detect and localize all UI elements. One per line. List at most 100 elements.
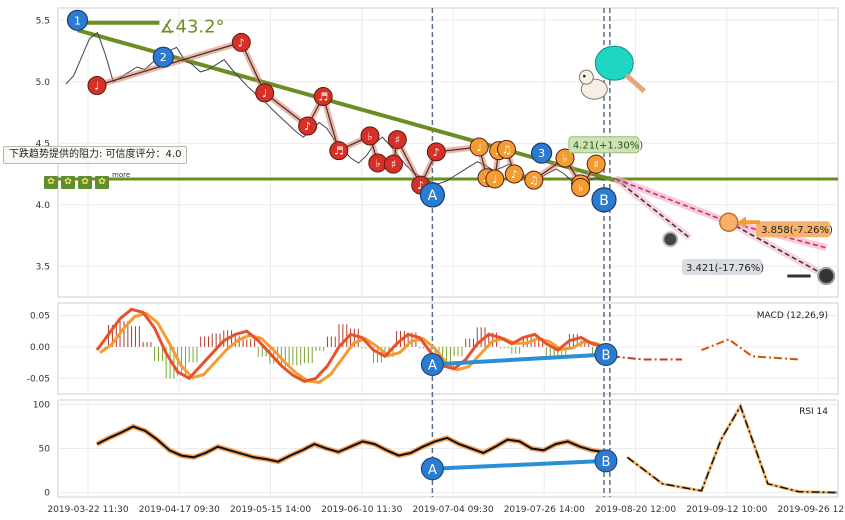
note-glyph: ♭	[562, 152, 567, 165]
note-badge-bg	[87, 75, 107, 95]
y-tick-label: 0	[44, 489, 50, 499]
note-badge-bg	[469, 137, 489, 157]
dog-eye	[583, 74, 586, 78]
note-badge: ♩	[485, 169, 505, 189]
rsi-divergence-line	[432, 458, 607, 471]
note-glyph: ♬	[334, 145, 344, 158]
price-panel: ∡43.2°♩♪♩♪♬♬♭♭♯♯♪♪♩♬♩♪♫♪♫♭♬♭♯123AB3.858(…	[58, 9, 838, 285]
wave-marker-circle	[530, 142, 553, 164]
current-price: 4.21(+1.30%)	[568, 136, 643, 154]
note-badge-bg	[485, 169, 505, 189]
wave-marker-b: B	[591, 187, 617, 213]
tooltip-icon-row: ✿ ✿ ✿ ✿more	[44, 169, 131, 189]
down-proj-2	[728, 221, 827, 277]
note-badge: ♯	[383, 154, 403, 174]
macd-projection-2	[701, 338, 800, 361]
wave-marker-circle	[66, 9, 89, 31]
current-price-label: 4.21(+1.30%)	[573, 141, 643, 152]
note-badge: ♭	[571, 178, 591, 198]
note-badge: ♫	[524, 170, 544, 190]
note-glyph: ♩	[492, 173, 497, 186]
note-badge: ♯	[387, 130, 407, 150]
note-badge: ♭	[360, 126, 380, 146]
rating-icon: ✿	[61, 176, 75, 189]
axis-ticks: 2019-03-22 11:30 2019-04-17 09:30 2019-05-…	[27, 16, 845, 515]
macd-marker-b: B	[594, 342, 618, 366]
note-badge-bg	[387, 130, 407, 150]
macd-marker-circle	[594, 342, 618, 366]
current-price-bg	[568, 136, 640, 154]
macd-marker-a: A	[420, 353, 444, 377]
note-glyph: ♫	[502, 143, 512, 156]
note-glyph: ♯	[391, 158, 396, 171]
rsi-projection	[626, 404, 839, 494]
wave-marker-label: 2	[160, 51, 167, 64]
mascot-decoration	[578, 45, 646, 100]
note-badge-bg	[298, 116, 318, 136]
y-tick-label: 5.0	[36, 78, 51, 88]
wave-marker-a: A	[419, 182, 445, 208]
note-glyph: ♫	[529, 174, 539, 187]
macd-marker-label: B	[601, 348, 610, 363]
rsi-marker-circle	[594, 449, 618, 473]
wave-marker-circle	[152, 46, 174, 68]
y-tick-label: 4.0	[36, 201, 51, 211]
wave-marker-label: A	[428, 188, 438, 204]
projection-end-marker	[662, 231, 679, 248]
note-badge: ♪	[426, 142, 446, 162]
macd-dea-line	[99, 311, 608, 384]
more-link[interactable]: more	[112, 171, 131, 179]
rsi-panel: AB	[95, 402, 839, 495]
dog-head	[578, 69, 594, 85]
down-proj-1-glow	[613, 176, 692, 241]
y-tick-label: 0.05	[30, 312, 50, 322]
note-glyph: ♪	[417, 179, 424, 192]
note-glyph: ♩	[262, 87, 267, 100]
x-tick-label: 2019-09-12 10:00	[686, 505, 767, 515]
note-badge: ♩	[469, 137, 489, 157]
note-badge: ♪	[231, 32, 251, 52]
macd-frame	[57, 302, 839, 395]
note-badge: ♩	[87, 75, 107, 95]
wave-marker-circle	[419, 182, 445, 208]
wave-marker-2: 2	[152, 46, 174, 68]
y-tick-label: 0.00	[30, 343, 50, 353]
note-badge: ♬	[313, 87, 333, 107]
note-glyph: ♯	[395, 134, 400, 147]
rsi-marker-label: B	[601, 455, 610, 470]
x-tick-label: 2019-08-20 12:00	[595, 505, 676, 515]
x-tick-label: 2019-05-15 14:00	[230, 505, 311, 515]
note-badge-bg	[504, 164, 524, 184]
note-badge-bg	[524, 170, 544, 190]
x-tick-label: 2019-03-22 11:30	[47, 505, 128, 515]
target-down-bg	[682, 258, 762, 275]
trend-angle-label: ∡43.2°	[159, 17, 224, 38]
rsi-line	[96, 425, 605, 463]
target-up-marker	[719, 212, 739, 232]
note-badge-bg	[255, 83, 275, 103]
note-badge: ♫	[497, 139, 516, 159]
macd-marker-label: A	[428, 359, 437, 374]
note-badge-bg	[426, 142, 446, 162]
note-badge: ♪	[298, 116, 318, 136]
note-badge: ♬	[329, 141, 349, 161]
note-glyph: ♭	[375, 157, 380, 170]
y-tick-label: 3.5	[36, 262, 50, 272]
macd-panel: AB	[95, 307, 800, 384]
x-tick-label: 2019-06-10 11:30	[321, 505, 402, 515]
note-badge-bg	[497, 139, 516, 159]
rating-icon: ✿	[44, 176, 58, 189]
target-up: 3.858(-7.26%)	[719, 212, 833, 238]
macd-dif-line	[95, 307, 605, 384]
wave-marker-circle	[591, 187, 617, 213]
wave-marker-1: 1	[66, 9, 89, 31]
target-down-label: 3.421(-17.76%)	[686, 263, 764, 274]
note-badge-bg	[329, 141, 349, 161]
wave-marker-3: 3	[530, 142, 553, 164]
note-glyph: ♩	[94, 79, 99, 92]
y-tick-label: 4.5	[36, 139, 50, 149]
macd-marker-circle	[420, 353, 444, 377]
wave-marker-label: 1	[74, 14, 81, 27]
note-badge-bg	[555, 148, 575, 168]
rating-icon: ✿	[95, 176, 109, 189]
